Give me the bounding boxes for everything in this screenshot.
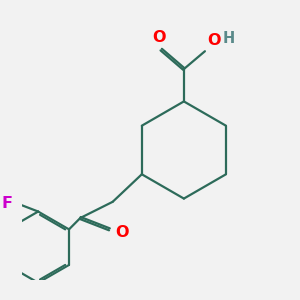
Text: O: O bbox=[208, 33, 221, 48]
Text: F: F bbox=[1, 196, 12, 211]
Text: O: O bbox=[152, 30, 165, 45]
Text: O: O bbox=[115, 225, 129, 240]
Text: H: H bbox=[223, 32, 235, 46]
